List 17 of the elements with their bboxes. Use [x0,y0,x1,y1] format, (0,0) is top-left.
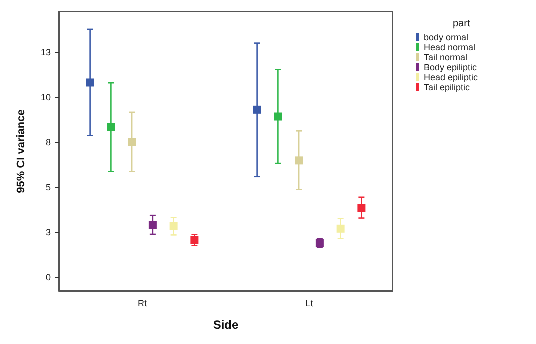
y-tick-label: 8 [46,138,51,148]
y-tick-label: 10 [40,92,51,102]
legend-label: Head normal [424,42,476,52]
legend-label: Head epiliptic [424,72,479,82]
x-axis-title: Side [213,318,239,332]
y-tick-label: 0 [46,272,51,282]
legend-label: Tail epiliptic [424,82,471,92]
y-tick-label: 5 [46,182,51,192]
y-axis-title: 95% CI variance [16,110,28,194]
legend-label: body ormal [424,32,469,42]
legend-label: Tail normal [424,52,468,62]
legend-title: part [453,18,470,30]
y-tick-label: 13 [40,48,51,58]
x-tick-label: Lt [306,298,314,308]
legend-label: Body epiliptic [424,62,478,72]
x-tick-label: Rt [138,298,148,308]
y-tick-label: 3 [46,228,51,238]
